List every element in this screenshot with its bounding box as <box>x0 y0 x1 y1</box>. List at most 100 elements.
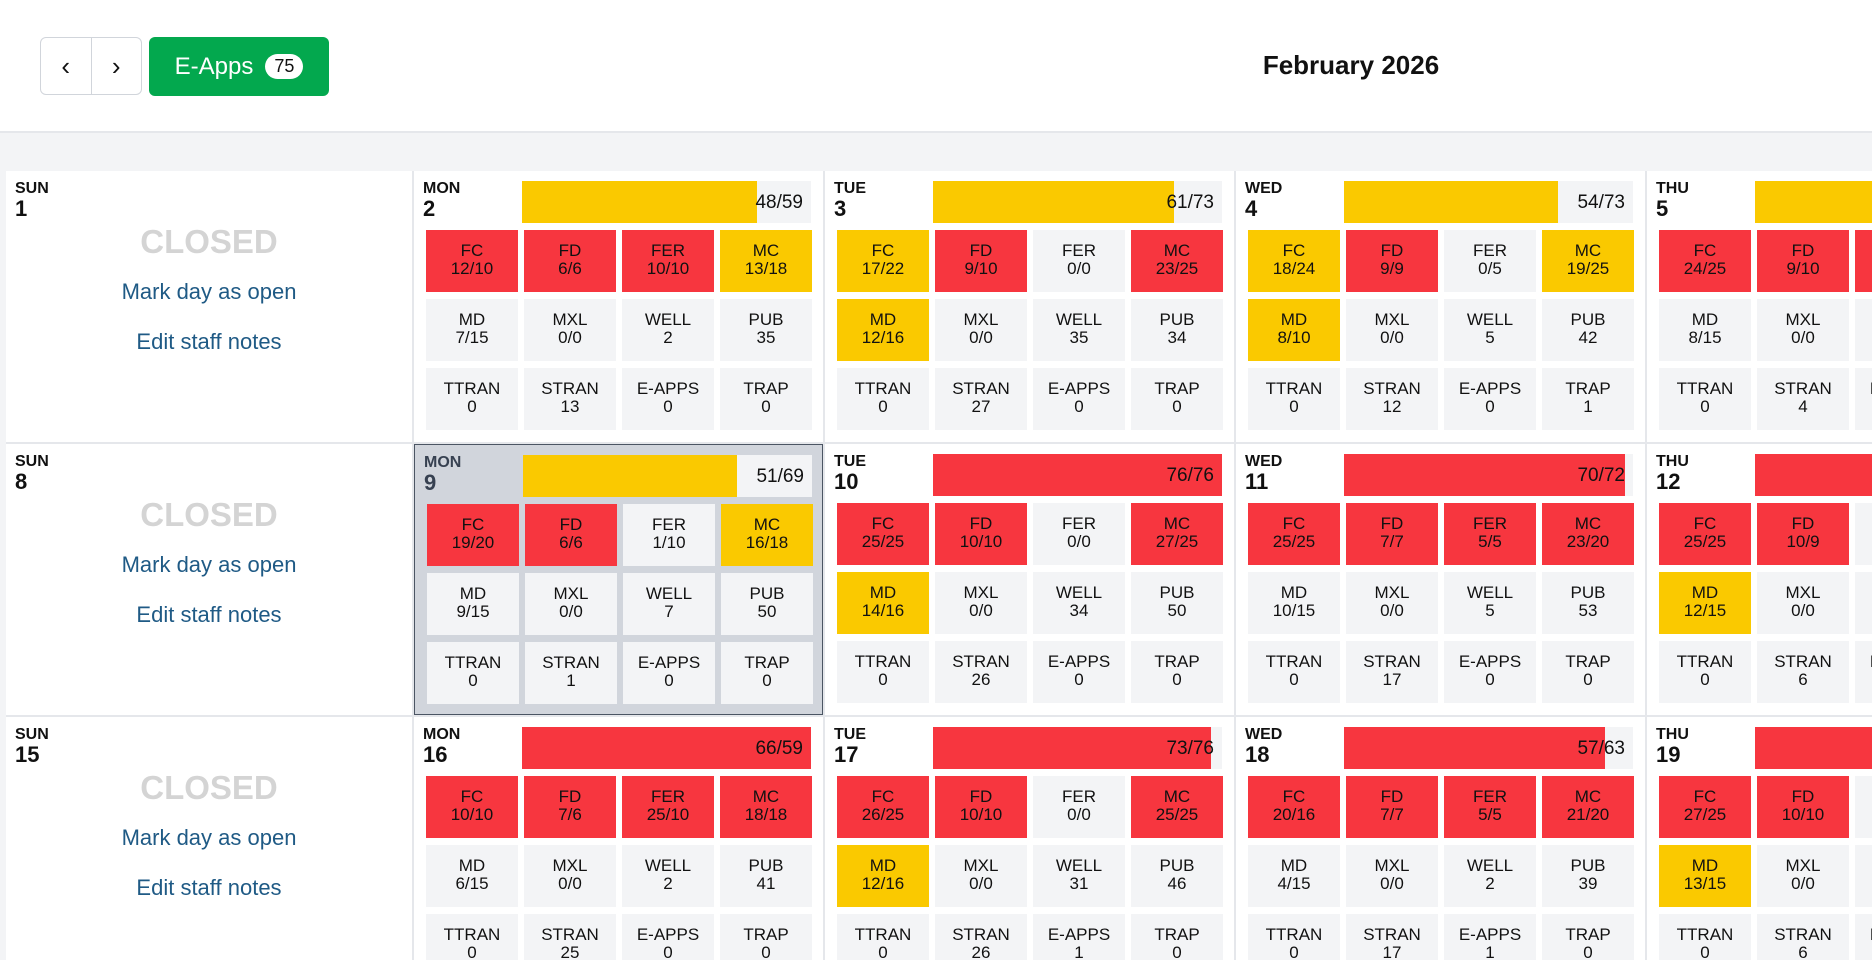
stat-tile[interactable]: FER 1/10 <box>623 504 715 566</box>
stat-tile[interactable]: TTRAN 0 <box>1248 368 1340 430</box>
stat-tile[interactable]: STRAN 17 <box>1346 641 1438 703</box>
stat-tile[interactable]: MD 13/15 <box>1659 845 1751 907</box>
stat-tile[interactable]: E-APPS 0 <box>1033 641 1125 703</box>
stat-tile[interactable]: TTRAN 0 <box>837 914 929 960</box>
stat-tile[interactable]: E-APPS 0 <box>622 368 714 430</box>
stat-tile[interactable]: FD 9/10 <box>1757 230 1849 292</box>
edit-staff-notes-link[interactable]: Edit staff notes <box>136 875 282 900</box>
stat-tile[interactable]: STRAN 13 <box>524 368 616 430</box>
stat-tile[interactable]: WELL 7 <box>623 573 715 635</box>
stat-tile[interactable]: MC 19/25 <box>1542 230 1634 292</box>
stat-tile[interactable]: MC 25/25 <box>1131 776 1223 838</box>
stat-tile[interactable]: FD 9/10 <box>935 230 1027 292</box>
day-card[interactable]: THU 12 FC 25/25 FD 10/9 MD 12/15 MXL 0/0 TTRAN 0 STR… <box>1647 444 1872 715</box>
stat-tile[interactable]: TRAP 0 <box>1542 641 1634 703</box>
stat-tile[interactable]: WELL 2 <box>622 299 714 361</box>
stat-tile[interactable]: MC 18/18 <box>720 776 812 838</box>
stat-tile[interactable]: MXL 0/0 <box>935 572 1027 634</box>
stat-tile[interactable]: FER 0/5 <box>1444 230 1536 292</box>
stat-tile[interactable]: FC 24/25 <box>1659 230 1751 292</box>
day-card[interactable]: SUN 8 CLOSED Mark day as open Edit staff not… <box>6 444 412 715</box>
stat-tile[interactable]: TTRAN 0 <box>427 642 519 704</box>
stat-tile[interactable]: FD 10/10 <box>935 503 1027 565</box>
stat-tile[interactable]: MC 13/18 <box>720 230 812 292</box>
day-card[interactable]: TUE 3 61/73 FC 17/22 FD 9/10 FER 0/0 MC 23/25 MD 12/… <box>825 171 1234 442</box>
next-month-button[interactable]: › <box>90 38 142 94</box>
stat-tile[interactable]: MD 7/15 <box>426 299 518 361</box>
stat-tile[interactable]: TRAP 0 <box>1542 914 1634 960</box>
stat-tile[interactable]: WELL 31 <box>1033 845 1125 907</box>
stat-tile[interactable]: FC 12/10 <box>426 230 518 292</box>
stat-tile[interactable]: MC 21/20 <box>1542 776 1634 838</box>
stat-tile[interactable]: TRAP 0 <box>721 642 813 704</box>
edit-staff-notes-link[interactable]: Edit staff notes <box>136 602 282 627</box>
stat-tile[interactable]: FD 10/10 <box>1757 776 1849 838</box>
stat-tile[interactable]: MD 6/15 <box>426 845 518 907</box>
stat-tile[interactable]: TTRAN 0 <box>837 368 929 430</box>
stat-tile[interactable]: E-APPS 1 <box>1444 914 1536 960</box>
stat-tile[interactable]: TTRAN 0 <box>1248 641 1340 703</box>
stat-tile[interactable]: MXL 0/0 <box>524 299 616 361</box>
stat-tile[interactable]: STRAN 27 <box>935 368 1027 430</box>
stat-tile[interactable]: TRAP 0 <box>1131 368 1223 430</box>
stat-tile[interactable] <box>1855 845 1872 907</box>
stat-tile[interactable]: PUB 41 <box>720 845 812 907</box>
stat-tile[interactable]: MD 12/16 <box>837 299 929 361</box>
stat-tile[interactable]: TRAP 0 <box>1131 641 1223 703</box>
stat-tile[interactable]: WELL 5 <box>1444 572 1536 634</box>
stat-tile[interactable]: MXL 0/0 <box>525 573 617 635</box>
stat-tile[interactable]: MXL 0/0 <box>1346 572 1438 634</box>
stat-tile[interactable]: E-APPS 0 <box>622 914 714 960</box>
day-card[interactable]: THU 5 FC 24/25 FD 9/10 MD 8/15 MXL 0/0 TTRAN 0 STRAN… <box>1647 171 1872 442</box>
stat-tile[interactable]: MD 12/16 <box>837 845 929 907</box>
day-card[interactable]: WED 11 70/72 FC 25/25 FD 7/7 FER 5/5 MC 23/20 MD 10/… <box>1236 444 1645 715</box>
stat-tile[interactable]: PUB 34 <box>1131 299 1223 361</box>
e-apps-button[interactable]: E-Apps 75 <box>149 37 329 96</box>
stat-tile[interactable]: TTRAN 0 <box>426 368 518 430</box>
stat-tile[interactable]: E-APPS <box>1855 368 1872 430</box>
stat-tile[interactable]: FC 17/22 <box>837 230 929 292</box>
day-card[interactable]: MON 9 51/69 FC 19/20 FD 6/6 FER 1/10 MC 16/18 MD 9/1… <box>414 444 823 715</box>
stat-tile[interactable]: E-APPS 0 <box>623 642 715 704</box>
stat-tile[interactable]: FC 20/16 <box>1248 776 1340 838</box>
day-card[interactable]: MON 2 48/59 FC 12/10 FD 6/6 FER 10/10 MC 13/18 MD 7/… <box>414 171 823 442</box>
stat-tile[interactable]: WELL 35 <box>1033 299 1125 361</box>
stat-tile[interactable]: STRAN 26 <box>935 914 1027 960</box>
stat-tile[interactable]: STRAN 6 <box>1757 641 1849 703</box>
stat-tile[interactable]: TTRAN 0 <box>1659 914 1751 960</box>
stat-tile[interactable]: E-APPS 1 <box>1033 914 1125 960</box>
stat-tile[interactable]: TRAP 0 <box>720 368 812 430</box>
stat-tile[interactable]: MD 10/15 <box>1248 572 1340 634</box>
stat-tile[interactable] <box>1855 299 1872 361</box>
stat-tile[interactable]: MD 12/15 <box>1659 572 1751 634</box>
stat-tile[interactable]: FER 25/10 <box>622 776 714 838</box>
day-card[interactable]: SUN 1 CLOSED Mark day as open Edit staff not… <box>6 171 412 442</box>
stat-tile[interactable]: STRAN 17 <box>1346 914 1438 960</box>
stat-tile[interactable]: MXL 0/0 <box>1757 572 1849 634</box>
stat-tile[interactable]: MXL 0/0 <box>935 299 1027 361</box>
stat-tile[interactable]: FD 7/7 <box>1346 503 1438 565</box>
stat-tile[interactable]: PUB 46 <box>1131 845 1223 907</box>
stat-tile[interactable]: MXL 0/0 <box>935 845 1027 907</box>
stat-tile[interactable]: TRAP 1 <box>1542 368 1634 430</box>
stat-tile[interactable]: FC 25/25 <box>1248 503 1340 565</box>
stat-tile[interactable]: PUB 39 <box>1542 845 1634 907</box>
stat-tile[interactable] <box>1855 572 1872 634</box>
stat-tile[interactable]: FD 10/10 <box>935 776 1027 838</box>
stat-tile[interactable]: PUB 50 <box>721 573 813 635</box>
stat-tile[interactable]: E-APPS 0 <box>1033 368 1125 430</box>
stat-tile[interactable]: FC 19/20 <box>427 504 519 566</box>
mark-day-open-link[interactable]: Mark day as open <box>121 279 297 304</box>
stat-tile[interactable]: MD 14/16 <box>837 572 929 634</box>
stat-tile[interactable]: MXL 0/0 <box>1757 845 1849 907</box>
stat-tile[interactable]: FD 7/6 <box>524 776 616 838</box>
stat-tile[interactable]: FER 5/5 <box>1444 503 1536 565</box>
stat-tile[interactable]: TTRAN 0 <box>1659 368 1751 430</box>
stat-tile[interactable]: MXL 0/0 <box>1346 845 1438 907</box>
stat-tile[interactable]: STRAN 1 <box>525 642 617 704</box>
stat-tile[interactable]: TRAP 0 <box>1131 914 1223 960</box>
stat-tile[interactable]: PUB 53 <box>1542 572 1634 634</box>
stat-tile[interactable]: FC 25/25 <box>837 503 929 565</box>
stat-tile[interactable]: STRAN 25 <box>524 914 616 960</box>
stat-tile[interactable]: FER 0/0 <box>1033 503 1125 565</box>
